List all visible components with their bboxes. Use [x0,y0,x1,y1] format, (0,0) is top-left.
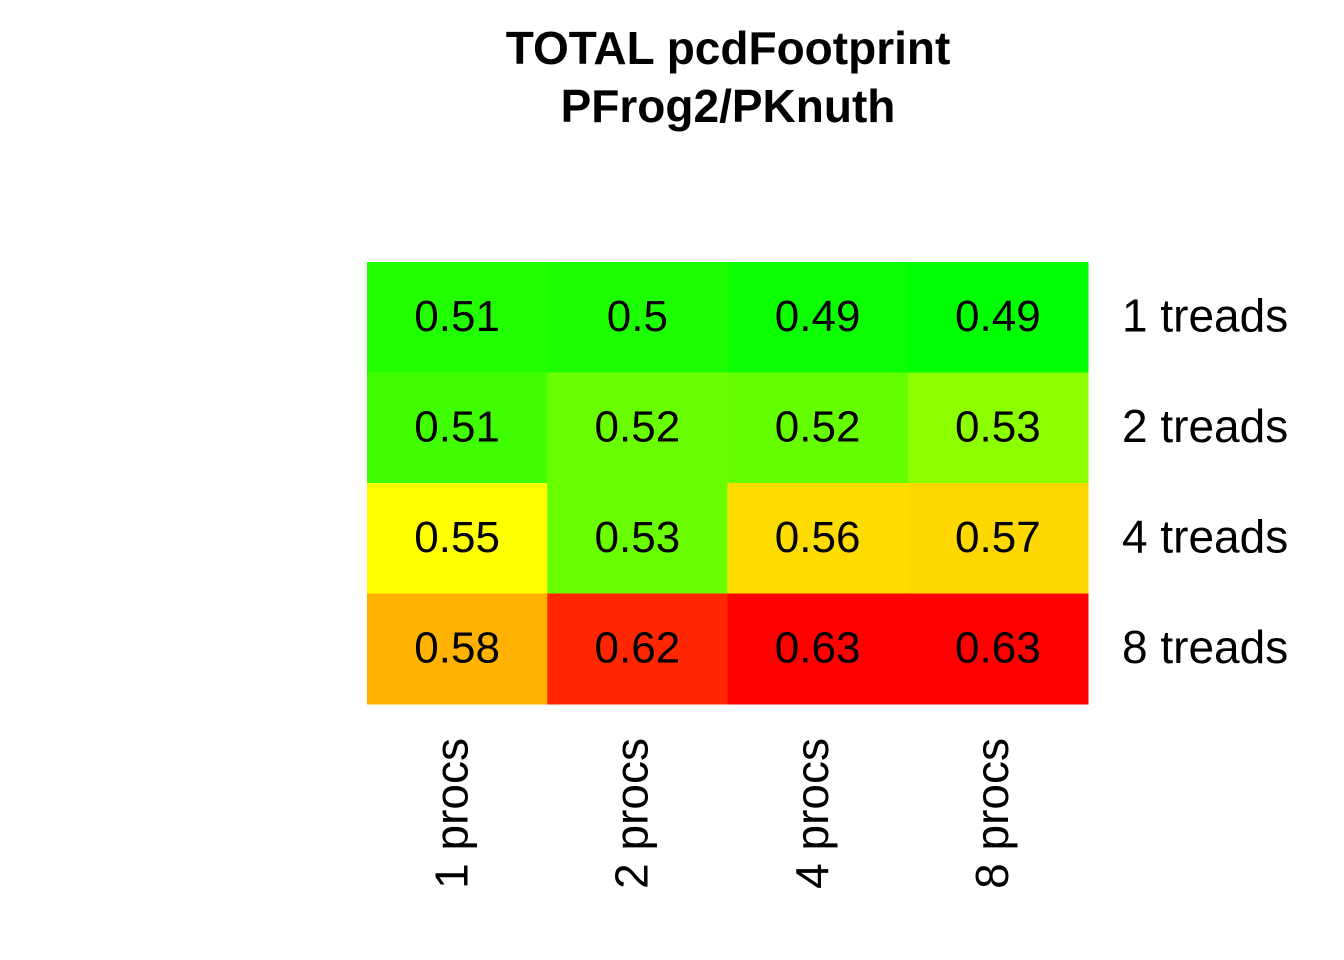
heatmap-cell [547,483,728,594]
heatmap-cell [547,262,728,373]
row-label: 2 treads [1122,400,1288,452]
cell-value: 0.49 [955,292,1041,341]
heatmap-cell [367,483,548,594]
heatmap-cell [547,593,728,705]
cell-value: 0.53 [955,402,1041,451]
cell-value: 0.56 [775,513,861,562]
cell-value: 0.58 [414,623,500,672]
heatmap-cell [727,262,909,373]
heatmap-cell [907,372,1089,484]
heatmap-cell [367,262,548,373]
chart-title: TOTAL pcdFootprint [506,22,951,74]
column-label: 1 procs [425,738,477,889]
cell-value: 0.51 [414,292,500,341]
cell-value: 0.57 [955,513,1041,562]
cell-value: 0.5 [607,292,668,341]
cell-value: 0.62 [595,623,681,672]
column-label: 8 procs [966,738,1018,889]
cell-value: 0.52 [775,402,861,451]
heatmap-cell [907,593,1089,705]
heatmap-cell [907,483,1089,594]
column-label: 4 procs [786,738,838,889]
chart-subtitle: PFrog2/PKnuth [561,80,896,132]
heatmap-cell [547,372,728,484]
heatmap-cell [367,593,548,705]
heatmap-cell [727,593,909,705]
cell-value: 0.49 [775,292,861,341]
cell-value: 0.63 [955,623,1041,672]
row-label: 4 treads [1122,510,1288,562]
cell-value: 0.52 [595,402,681,451]
cell-value: 0.63 [775,623,861,672]
row-label: 8 treads [1122,621,1288,673]
heatmap-cell [367,372,548,484]
cell-value: 0.51 [414,402,500,451]
heatmap-cell [727,372,909,484]
cell-value: 0.53 [595,513,681,562]
column-label: 2 procs [606,738,658,889]
heatmap-cell [907,262,1089,373]
cell-value: 0.55 [414,513,500,562]
heatmap-cell [727,483,909,594]
row-label: 1 treads [1122,289,1288,341]
